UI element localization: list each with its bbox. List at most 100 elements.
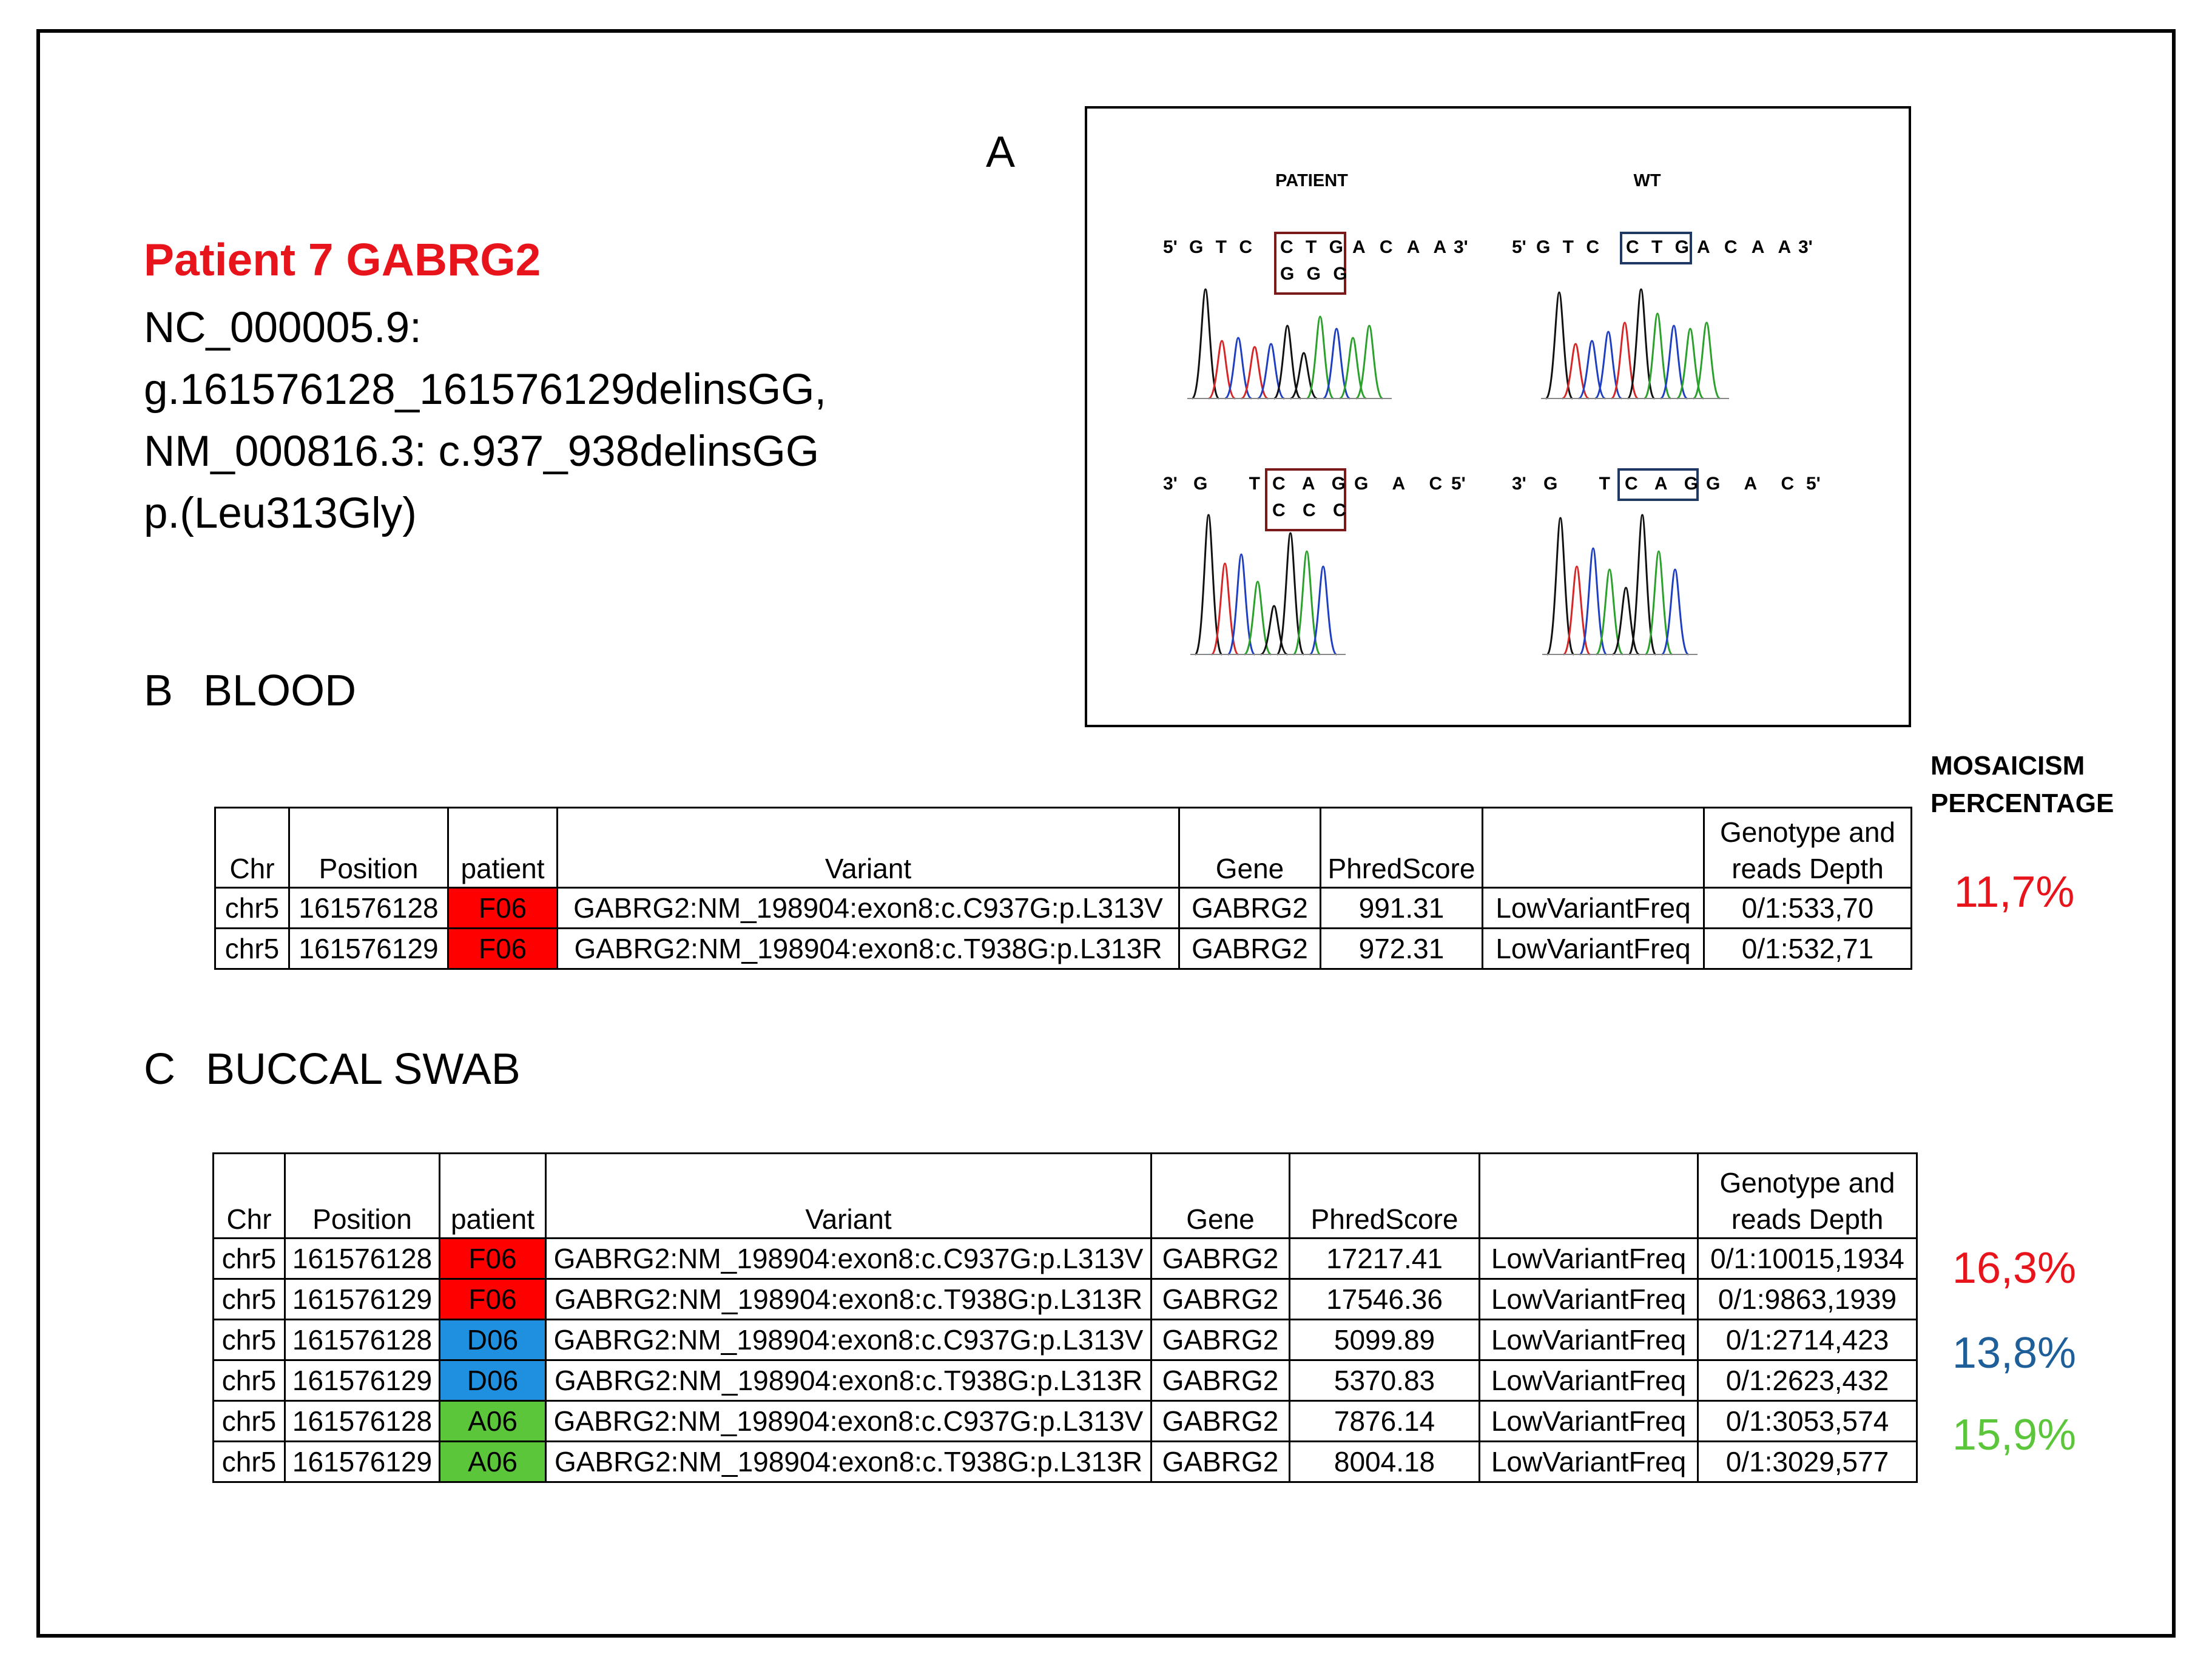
cell-phredscore: 17217.41 xyxy=(1289,1237,1480,1280)
header-genotype: Genotype and reads Depth xyxy=(1697,1152,1918,1239)
header-phredscore: PhredScore xyxy=(1289,1152,1480,1239)
table-row: chr5 161576129 D06 GABRG2:NM_198904:exon8:c… xyxy=(212,1359,1918,1402)
trace-peak xyxy=(1273,324,1302,400)
trace-peak xyxy=(1579,547,1608,656)
header-genotype: Genotype and reads Depth xyxy=(1703,807,1912,889)
patient-title: Patient 7 GABRG2 xyxy=(144,234,541,285)
cell-gene: GABRG2 xyxy=(1150,1400,1290,1442)
trace-peak xyxy=(1644,550,1673,656)
svg-text:5': 5' xyxy=(1512,237,1526,257)
cell-filter: LowVariantFreq xyxy=(1482,927,1705,970)
cell-chr: chr5 xyxy=(214,927,290,970)
patient-forward-highlight-box xyxy=(1274,232,1346,295)
table-row: chr5 161576129 A06 GABRG2:NM_198904:exon8:c… xyxy=(212,1440,1918,1483)
cell-phredscore: 17546.36 xyxy=(1289,1278,1480,1320)
cell-genotype: 0/1:3053,574 xyxy=(1697,1400,1918,1442)
hgvs-line-genomic: g.161576128_161576129delinsGG, xyxy=(144,366,827,414)
cell-genotype: 0/1:2623,432 xyxy=(1697,1359,1918,1402)
trace-peak xyxy=(1191,288,1220,400)
cell-chr: chr5 xyxy=(212,1237,286,1280)
trace-peak xyxy=(1627,288,1656,400)
table-row: chr5 161576129 F06 GABRG2:NM_198904:exon8:c… xyxy=(212,1278,1918,1320)
hgvs-line-coding: NM_000816.3: c.937_938delinsGG xyxy=(144,428,820,476)
cell-genotype: 0/1:532,71 xyxy=(1703,927,1912,970)
svg-text:3': 3' xyxy=(1512,474,1526,494)
svg-text:5': 5' xyxy=(1806,474,1821,494)
table-row: chr5 161576128 A06 GABRG2:NM_198904:exon8:c… xyxy=(212,1400,1918,1442)
cell-position: 161576128 xyxy=(284,1319,440,1361)
svg-text:C A G: C A G xyxy=(1625,474,1704,494)
cell-filter: LowVariantFreq xyxy=(1479,1237,1699,1280)
cell-variant: GABRG2:NM_198904:exon8:c.C937G:p.L313V xyxy=(545,1400,1152,1442)
trace-peak xyxy=(1659,324,1688,400)
cell-gene: GABRG2 xyxy=(1150,1440,1290,1483)
chromatogram-traces xyxy=(1187,288,1729,656)
cell-filter: LowVariantFreq xyxy=(1479,1440,1699,1483)
mosaicism-buccal-f06: 16,3% xyxy=(1952,1244,2077,1292)
cell-genotype: 0/1:2714,423 xyxy=(1697,1319,1918,1361)
header-chr: Chr xyxy=(212,1152,286,1239)
cell-patient: F06 xyxy=(447,887,558,929)
trace-peak xyxy=(1595,568,1624,656)
section-b-letter: B xyxy=(144,667,174,715)
cell-phredscore: 5370.83 xyxy=(1289,1359,1480,1402)
wt-forward-sequence: 5' G T C C T G A C A A 3' xyxy=(1512,232,1813,264)
cell-position: 161576129 xyxy=(284,1278,440,1320)
chromatogram-figure: PATIENT WT 5' G T C C T G G G G A C A A … xyxy=(1163,171,1821,656)
section-b-label: BLOOD xyxy=(203,667,357,715)
cell-position: 161576129 xyxy=(284,1359,440,1402)
header-gene: Gene xyxy=(1178,807,1321,889)
trace-peak xyxy=(1661,568,1690,656)
trace-peak xyxy=(1692,321,1721,400)
mosaicism-header-line2: PERCENTAGE xyxy=(1930,788,2114,818)
cell-gene: GABRG2 xyxy=(1178,887,1321,929)
wt-forward-highlight-box xyxy=(1620,232,1692,264)
trace-peak xyxy=(1292,550,1321,656)
buccal-table-header-row: Chr Position patient Variant Gene PhredS… xyxy=(212,1152,1918,1239)
trace-peak xyxy=(1545,291,1574,400)
header-filter xyxy=(1482,807,1705,889)
buccal-variant-table: Chr Position patient Variant Gene PhredS… xyxy=(212,1152,1918,1483)
mosaicism-buccal-a06: 15,9% xyxy=(1952,1411,2077,1459)
figure-frame xyxy=(36,29,2176,1638)
svg-text:G A C: G A C xyxy=(1706,474,1804,494)
header-patient: patient xyxy=(439,1152,547,1239)
cell-phredscore: 991.31 xyxy=(1320,887,1483,929)
table-row: chr5 161576128 F06 GABRG2:NM_198904:exon8:c… xyxy=(214,887,1912,929)
table-row: chr5 161576128 F06 GABRG2:NM_198904:exon8:c… xyxy=(212,1237,1918,1280)
blood-table-header-row: Chr Position patient Variant Gene PhredS… xyxy=(214,807,1912,889)
cell-position: 161576128 xyxy=(284,1237,440,1280)
cell-gene: GABRG2 xyxy=(1150,1278,1290,1320)
cell-chr: chr5 xyxy=(212,1278,286,1320)
cell-phredscore: 7876.14 xyxy=(1289,1400,1480,1442)
trace-peak xyxy=(1309,565,1338,656)
svg-text:5': 5' xyxy=(1163,237,1178,257)
svg-text:C C C: C C C xyxy=(1272,500,1352,520)
mosaicism-blood: 11,7% xyxy=(1954,868,2075,916)
trace-peak xyxy=(1676,328,1704,400)
cell-genotype: 0/1:533,70 xyxy=(1703,887,1912,929)
cell-patient: D06 xyxy=(439,1359,547,1402)
cell-patient: F06 xyxy=(439,1237,547,1280)
trace-peak xyxy=(1355,324,1384,400)
trace-peak xyxy=(1208,340,1236,400)
patient-reverse-sequence: 3' G T C A G C C C G A C 5' xyxy=(1163,468,1466,531)
svg-text:3': 3' xyxy=(1454,237,1468,257)
cell-filter: LowVariantFreq xyxy=(1479,1278,1699,1320)
cell-filter: LowVariantFreq xyxy=(1479,1359,1699,1402)
cell-genotype: 0/1:3029,577 xyxy=(1697,1440,1918,1483)
patient-reverse-trace xyxy=(1190,514,1346,656)
cell-patient: F06 xyxy=(447,927,558,970)
cell-variant: GABRG2:NM_198904:exon8:c.T938G:p.L313R xyxy=(545,1278,1152,1320)
trace-peak xyxy=(1257,343,1285,400)
cell-variant: GABRG2:NM_198904:exon8:c.T938G:p.L313R xyxy=(545,1359,1152,1402)
cell-variant: GABRG2:NM_198904:exon8:c.C937G:p.L313V xyxy=(556,887,1180,929)
trace-peak xyxy=(1243,580,1272,656)
trace-peak xyxy=(1643,312,1672,400)
table-row: chr5 161576128 D06 GABRG2:NM_198904:exon8:c… xyxy=(212,1319,1918,1361)
cell-gene: GABRG2 xyxy=(1150,1319,1290,1361)
svg-text:3': 3' xyxy=(1798,237,1813,257)
cell-patient: F06 xyxy=(439,1278,547,1320)
wt-label: WT xyxy=(1633,171,1661,190)
svg-text:G G G: G G G xyxy=(1280,264,1351,284)
